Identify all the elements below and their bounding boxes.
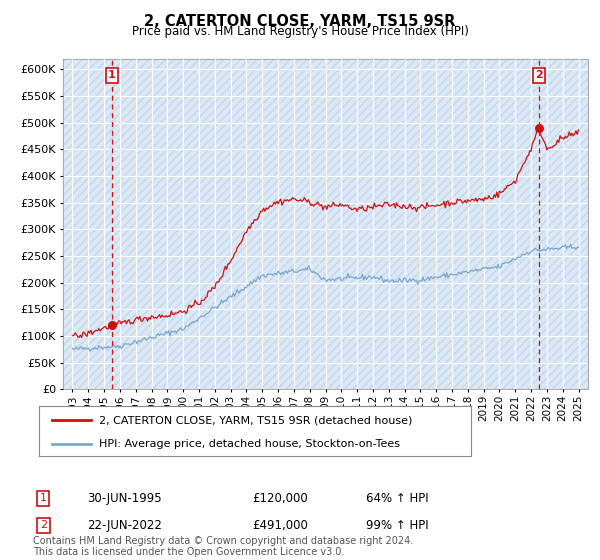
- Text: 22-JUN-2022: 22-JUN-2022: [87, 519, 162, 532]
- Text: HPI: Average price, detached house, Stockton-on-Tees: HPI: Average price, detached house, Stoc…: [100, 439, 400, 449]
- Text: 1: 1: [108, 71, 116, 81]
- Text: 2, CATERTON CLOSE, YARM, TS15 9SR: 2, CATERTON CLOSE, YARM, TS15 9SR: [145, 14, 455, 29]
- Text: 2, CATERTON CLOSE, YARM, TS15 9SR (detached house): 2, CATERTON CLOSE, YARM, TS15 9SR (detac…: [100, 415, 413, 425]
- Text: 2: 2: [535, 71, 543, 81]
- Text: 64% ↑ HPI: 64% ↑ HPI: [366, 492, 428, 505]
- Text: 1: 1: [40, 493, 47, 503]
- Text: 30-JUN-1995: 30-JUN-1995: [87, 492, 161, 505]
- Text: £120,000: £120,000: [252, 492, 308, 505]
- Text: 99% ↑ HPI: 99% ↑ HPI: [366, 519, 428, 532]
- Text: Contains HM Land Registry data © Crown copyright and database right 2024.
This d: Contains HM Land Registry data © Crown c…: [33, 535, 413, 557]
- Text: 2: 2: [40, 520, 47, 530]
- Text: £491,000: £491,000: [252, 519, 308, 532]
- Text: Price paid vs. HM Land Registry's House Price Index (HPI): Price paid vs. HM Land Registry's House …: [131, 25, 469, 38]
